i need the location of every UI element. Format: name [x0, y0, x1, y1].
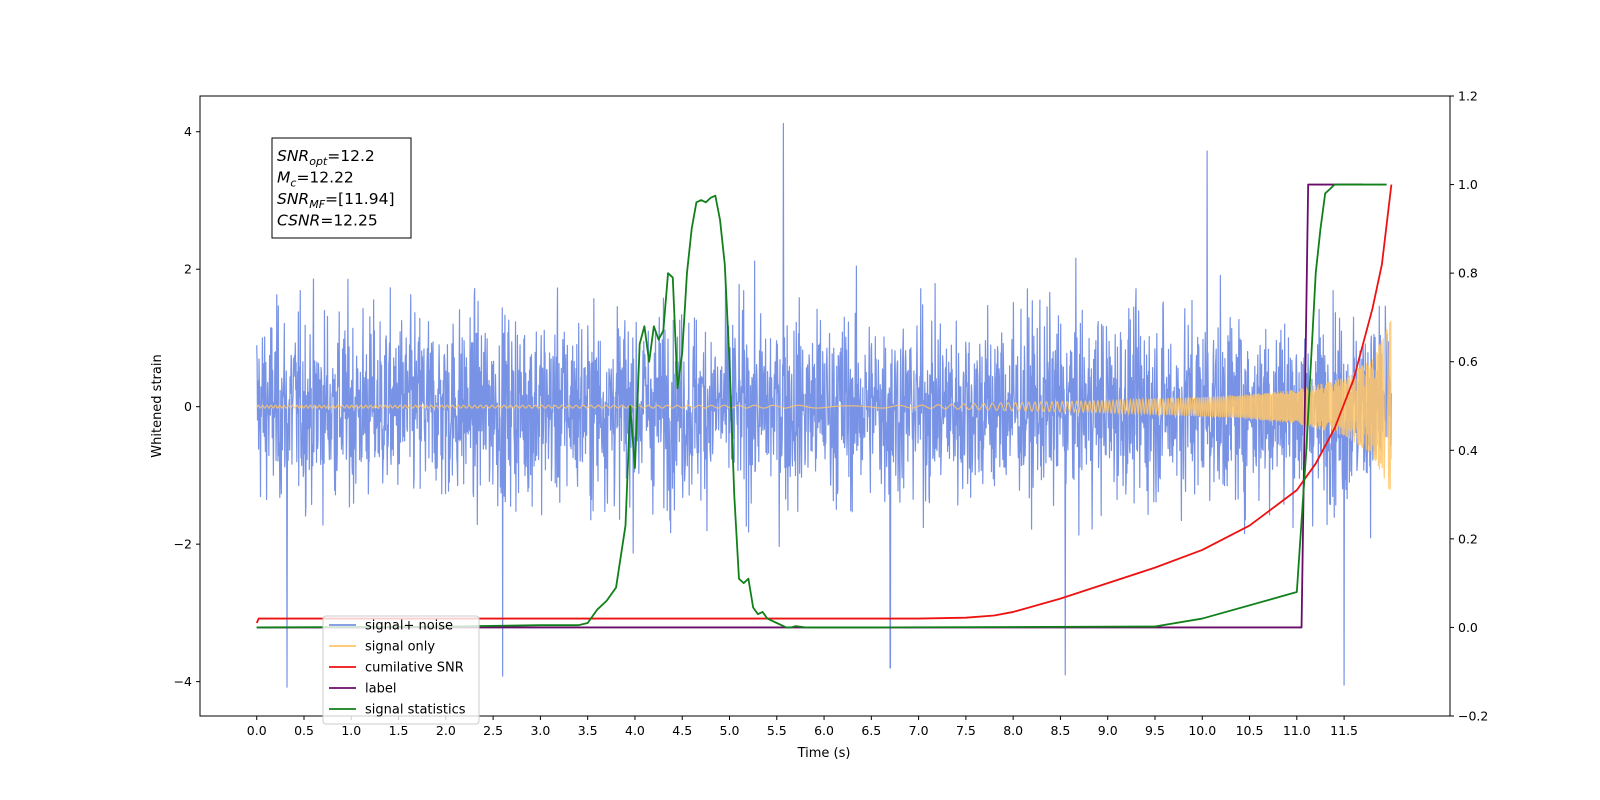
- y-tick-label: 0: [184, 399, 192, 414]
- y2-tick-label: 0.6: [1458, 354, 1478, 369]
- x-tick-label: 6.0: [814, 723, 834, 738]
- y2-tick-label: −0.2: [1458, 709, 1488, 724]
- annotation-line: SNRMF=[11.94]: [277, 190, 395, 211]
- legend-frame: [322, 615, 480, 725]
- x-tick-label: 4.0: [625, 723, 645, 738]
- x-tick-label: 7.0: [909, 723, 929, 738]
- annotation-box: SNRopt=12.2Mc=12.22SNRMF=[11.94]CSNR=12.…: [271, 137, 412, 239]
- y2-tick-label: 1.0: [1458, 177, 1478, 192]
- x-tick-label: 2.0: [436, 723, 456, 738]
- legend-label: signal statistics: [365, 703, 466, 718]
- x-tick-label: 10.0: [1188, 723, 1216, 738]
- series-signal-noise-line: [256, 122, 1392, 688]
- x-tick-label: 1.5: [389, 723, 409, 738]
- y-tick-label: 2: [184, 262, 192, 277]
- y-axis-title: Whitened strain: [150, 354, 165, 457]
- x-tick-label: 4.5: [672, 723, 692, 738]
- plot-frame: [199, 95, 1451, 717]
- legend: signal+ noise signal only cumilative SNR la…: [322, 615, 480, 725]
- y2-tick-label: 1.2: [1458, 89, 1478, 104]
- x-tick-label: 9.5: [1145, 723, 1165, 738]
- x-tick-label: 1.0: [341, 723, 361, 738]
- legend-label: cumilative SNR: [365, 661, 464, 676]
- legend-label: signal only: [365, 640, 435, 655]
- y2-tick-label: 0.4: [1458, 443, 1478, 458]
- y2-tick-label: 0.0: [1458, 620, 1478, 635]
- x-tick-label: 11.5: [1330, 723, 1358, 738]
- x-tick-label: 0.5: [294, 723, 314, 738]
- y-axis-right: −0.2 0.0 0.2 0.4 0.6 0.8 1.0 1.2: [1450, 89, 1488, 724]
- annotation-frame: [271, 137, 412, 239]
- annotation-line: CSNR=12.25: [277, 212, 378, 230]
- x-tick-label: 5.5: [767, 723, 787, 738]
- x-tick-label: 3.0: [530, 723, 550, 738]
- x-tick-label: 7.5: [956, 723, 976, 738]
- x-tick-label: 6.5: [861, 723, 881, 738]
- annotation-line: SNRopt=12.2: [277, 147, 375, 168]
- x-axis-title: Time (s): [797, 746, 851, 761]
- y-tick-label: 4: [184, 124, 192, 139]
- y-axis-left: −4 −2 0 2 4: [174, 124, 200, 689]
- series-signal-only-line: [256, 320, 1392, 490]
- x-tick-label: 2.5: [483, 723, 503, 738]
- y2-tick-label: 0.8: [1458, 266, 1478, 281]
- series-cumulative-snr-line: [255, 184, 1393, 624]
- annotation-line: Mc=12.22: [277, 169, 354, 190]
- x-tick-label: 3.5: [578, 723, 598, 738]
- x-tick-label: 8.5: [1050, 723, 1070, 738]
- y2-tick-label: 0.2: [1458, 531, 1478, 546]
- x-tick-label: 0.0: [247, 723, 267, 738]
- y-tick-label: −2: [174, 537, 192, 552]
- x-axis: 0.0 0.5 1.0 1.5 2.0 2.5 3.0 3.5 4.0 4.5 5.0 5.5 6.0 6…: [247, 716, 1358, 738]
- plot-area: [255, 122, 1393, 688]
- legend-label: signal+ noise: [365, 619, 453, 634]
- x-tick-label: 11.0: [1283, 723, 1311, 738]
- x-tick-label: 10.5: [1236, 723, 1264, 738]
- x-tick-label: 5.0: [720, 723, 740, 738]
- y-tick-label: −4: [174, 674, 192, 689]
- series-signal-statistics-line: [256, 183, 1387, 629]
- x-tick-label: 8.0: [1003, 723, 1023, 738]
- legend-label: label: [365, 682, 396, 697]
- x-tick-label: 9.0: [1098, 723, 1118, 738]
